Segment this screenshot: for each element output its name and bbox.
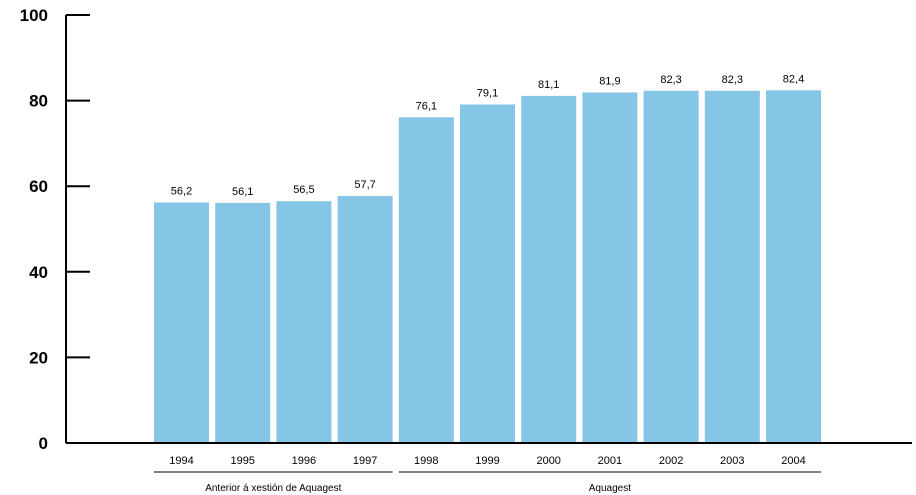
value-label-1996: 56,5: [293, 184, 314, 196]
category-label-2000: 2000: [536, 455, 560, 467]
value-label-2003: 82,3: [722, 74, 743, 86]
bar-1995: [215, 202, 271, 443]
bar-1997: [337, 196, 393, 443]
value-label-1994: 56,2: [171, 185, 192, 197]
category-label-1997: 1997: [353, 455, 377, 467]
group-label: Anterior á xestión de Aquagest: [205, 483, 341, 494]
value-label-1999: 79,1: [477, 87, 498, 99]
bar-2004: [766, 90, 821, 443]
category-label-1996: 1996: [292, 455, 316, 467]
value-label-1995: 56,1: [232, 186, 253, 198]
y-tick-label: 60: [29, 177, 48, 196]
value-label-2004: 82,4: [783, 73, 804, 85]
category-label-2001: 2001: [598, 455, 622, 467]
y-tick-label: 100: [20, 6, 48, 25]
y-tick-label: 80: [29, 92, 48, 111]
bar-2000: [521, 95, 577, 443]
category-label-2002: 2002: [659, 455, 683, 467]
bar-2002: [643, 90, 699, 444]
bar-1994: [154, 202, 209, 443]
value-label-2002: 82,3: [660, 74, 681, 86]
value-label-1998: 76,1: [416, 100, 437, 112]
y-tick-label: 0: [39, 434, 48, 453]
y-tick-label: 20: [29, 348, 48, 367]
bar-2001: [582, 92, 638, 443]
value-label-2001: 81,9: [599, 75, 620, 87]
category-label-1994: 1994: [169, 455, 193, 467]
group-labels: Anterior á xestión de Aquagest Aquagest: [154, 471, 821, 494]
value-label-2000: 81,1: [538, 79, 559, 91]
category-label-1995: 1995: [230, 455, 254, 467]
group-label: Aquagest: [589, 483, 631, 494]
category-label-2004: 2004: [781, 455, 805, 467]
category-labels: 1994 1995 1996 1997 1998 1999 2000 2001 2002 2003…: [169, 455, 805, 467]
category-label-1998: 1998: [414, 455, 438, 467]
category-label-2003: 2003: [720, 455, 744, 467]
bar-1998: [398, 117, 454, 444]
bar-2003: [704, 90, 760, 444]
value-label-1997: 57,7: [354, 179, 375, 191]
bar-1999: [460, 104, 515, 444]
bar-1996: [276, 201, 332, 443]
category-label-1999: 1999: [475, 455, 499, 467]
y-tick-label: 40: [29, 263, 48, 282]
bars: [154, 90, 821, 444]
value-labels: 56,2 56,1 56,5 57,7 76,1 79,1 81,1 81,9 82,3 82,3…: [171, 73, 804, 198]
y-axis-ticks: 0 20 40 60 80 100: [20, 6, 90, 453]
